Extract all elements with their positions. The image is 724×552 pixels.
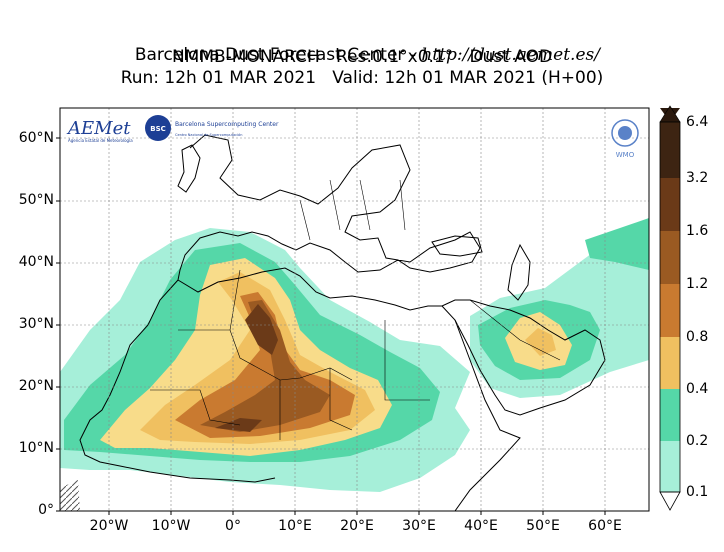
colorbar-bin-6.4 — [660, 122, 680, 178]
colorbar-bin-0.4 — [660, 389, 680, 441]
lat-label-0: 0° — [38, 502, 54, 518]
aemet-logo-text: AEMet — [66, 118, 131, 139]
bsc-logo-text: Barcelona Supercomputing Center — [175, 121, 279, 128]
colorbar-bin-1.6 — [660, 231, 680, 284]
axis-ticks — [56, 137, 606, 515]
colorbar-bin-0.8 — [660, 337, 680, 389]
colorbar-label-0.4: 0.4 — [686, 381, 709, 397]
colorbar-label-0.1: 0.1 — [686, 484, 709, 500]
bsc-logo-badge: BSC — [150, 125, 166, 133]
title-line-2: NMMB-MONARCH Res:0.1°x0.1° Dust AOD — [171, 47, 553, 67]
no-data-hatch — [60, 480, 80, 511]
colorbar-bin-1.2 — [660, 284, 680, 337]
title-line-1: Barcelona Dust Forecast Center - http://… — [0, 22, 724, 66]
lat-label-10n: 10°N — [18, 440, 54, 456]
lon-label-20e: 20°E — [340, 518, 374, 534]
country-borders — [150, 179, 561, 440]
aod-0.2-ne — [585, 218, 649, 270]
title-url[interactable]: http://dust.aemet.es/ — [421, 45, 600, 65]
lat-label-20n: 20°N — [18, 378, 54, 394]
lon-label-30e: 30°E — [402, 518, 436, 534]
aemet-logo-sub: Agencia Estatal de Meteorología — [68, 138, 133, 143]
wmo-logo-text: WMO — [616, 151, 635, 159]
lon-label-60e: 60°E — [588, 518, 622, 534]
lon-label-40e: 40°E — [464, 518, 498, 534]
map-frame — [59, 107, 650, 512]
colorbar-label-1.6: 1.6 — [686, 223, 709, 239]
colorbar-bin-3.2 — [660, 178, 680, 231]
title-prefix: Barcelona Dust Forecast Center - — [134, 45, 422, 65]
bsc-logo-sub: Centro Nacional de Supercomputación — [175, 133, 242, 137]
lon-label-10w: 10°W — [151, 518, 191, 534]
colorbar-bottom-arrow — [659, 491, 681, 511]
lon-label-10e: 10°E — [278, 518, 312, 534]
lon-label-20w: 20°W — [89, 518, 129, 534]
aod-1.6-sahara — [200, 300, 330, 432]
colorbar — [659, 105, 681, 511]
aod-3.2-core — [245, 304, 278, 355]
aod-0.8-arabia — [525, 328, 556, 356]
wmo-logo: WMO — [611, 119, 639, 159]
bsc-logo: BSC Barcelona Supercomputing Center Cent… — [145, 115, 279, 141]
lat-label-30n: 30°N — [18, 316, 54, 332]
graticule — [60, 108, 649, 511]
lat-label-40n: 40°N — [18, 254, 54, 270]
colorbar-label-0.2: 0.2 — [686, 433, 709, 449]
lon-label-50e: 50°E — [526, 518, 560, 534]
colorbar-label-1.2: 1.2 — [686, 276, 709, 292]
aemet-logo: AEMet Agencia Estatal de Meteorología — [66, 118, 133, 143]
colorbar-label-3.2: 3.2 — [686, 170, 709, 186]
lon-label-0: 0° — [225, 518, 241, 534]
colorbar-label-0.8: 0.8 — [686, 329, 709, 345]
colorbar-bin-0.2 — [660, 441, 680, 492]
colorbar-label-6.4: 6.4 — [686, 114, 709, 130]
lat-label-60n: 60°N — [18, 130, 54, 146]
lat-label-50n: 50°N — [18, 192, 54, 208]
dust-field — [60, 218, 649, 511]
title-line-3: Run: 12h 01 MAR 2021 Valid: 12h 01 MAR 2… — [120, 68, 604, 88]
